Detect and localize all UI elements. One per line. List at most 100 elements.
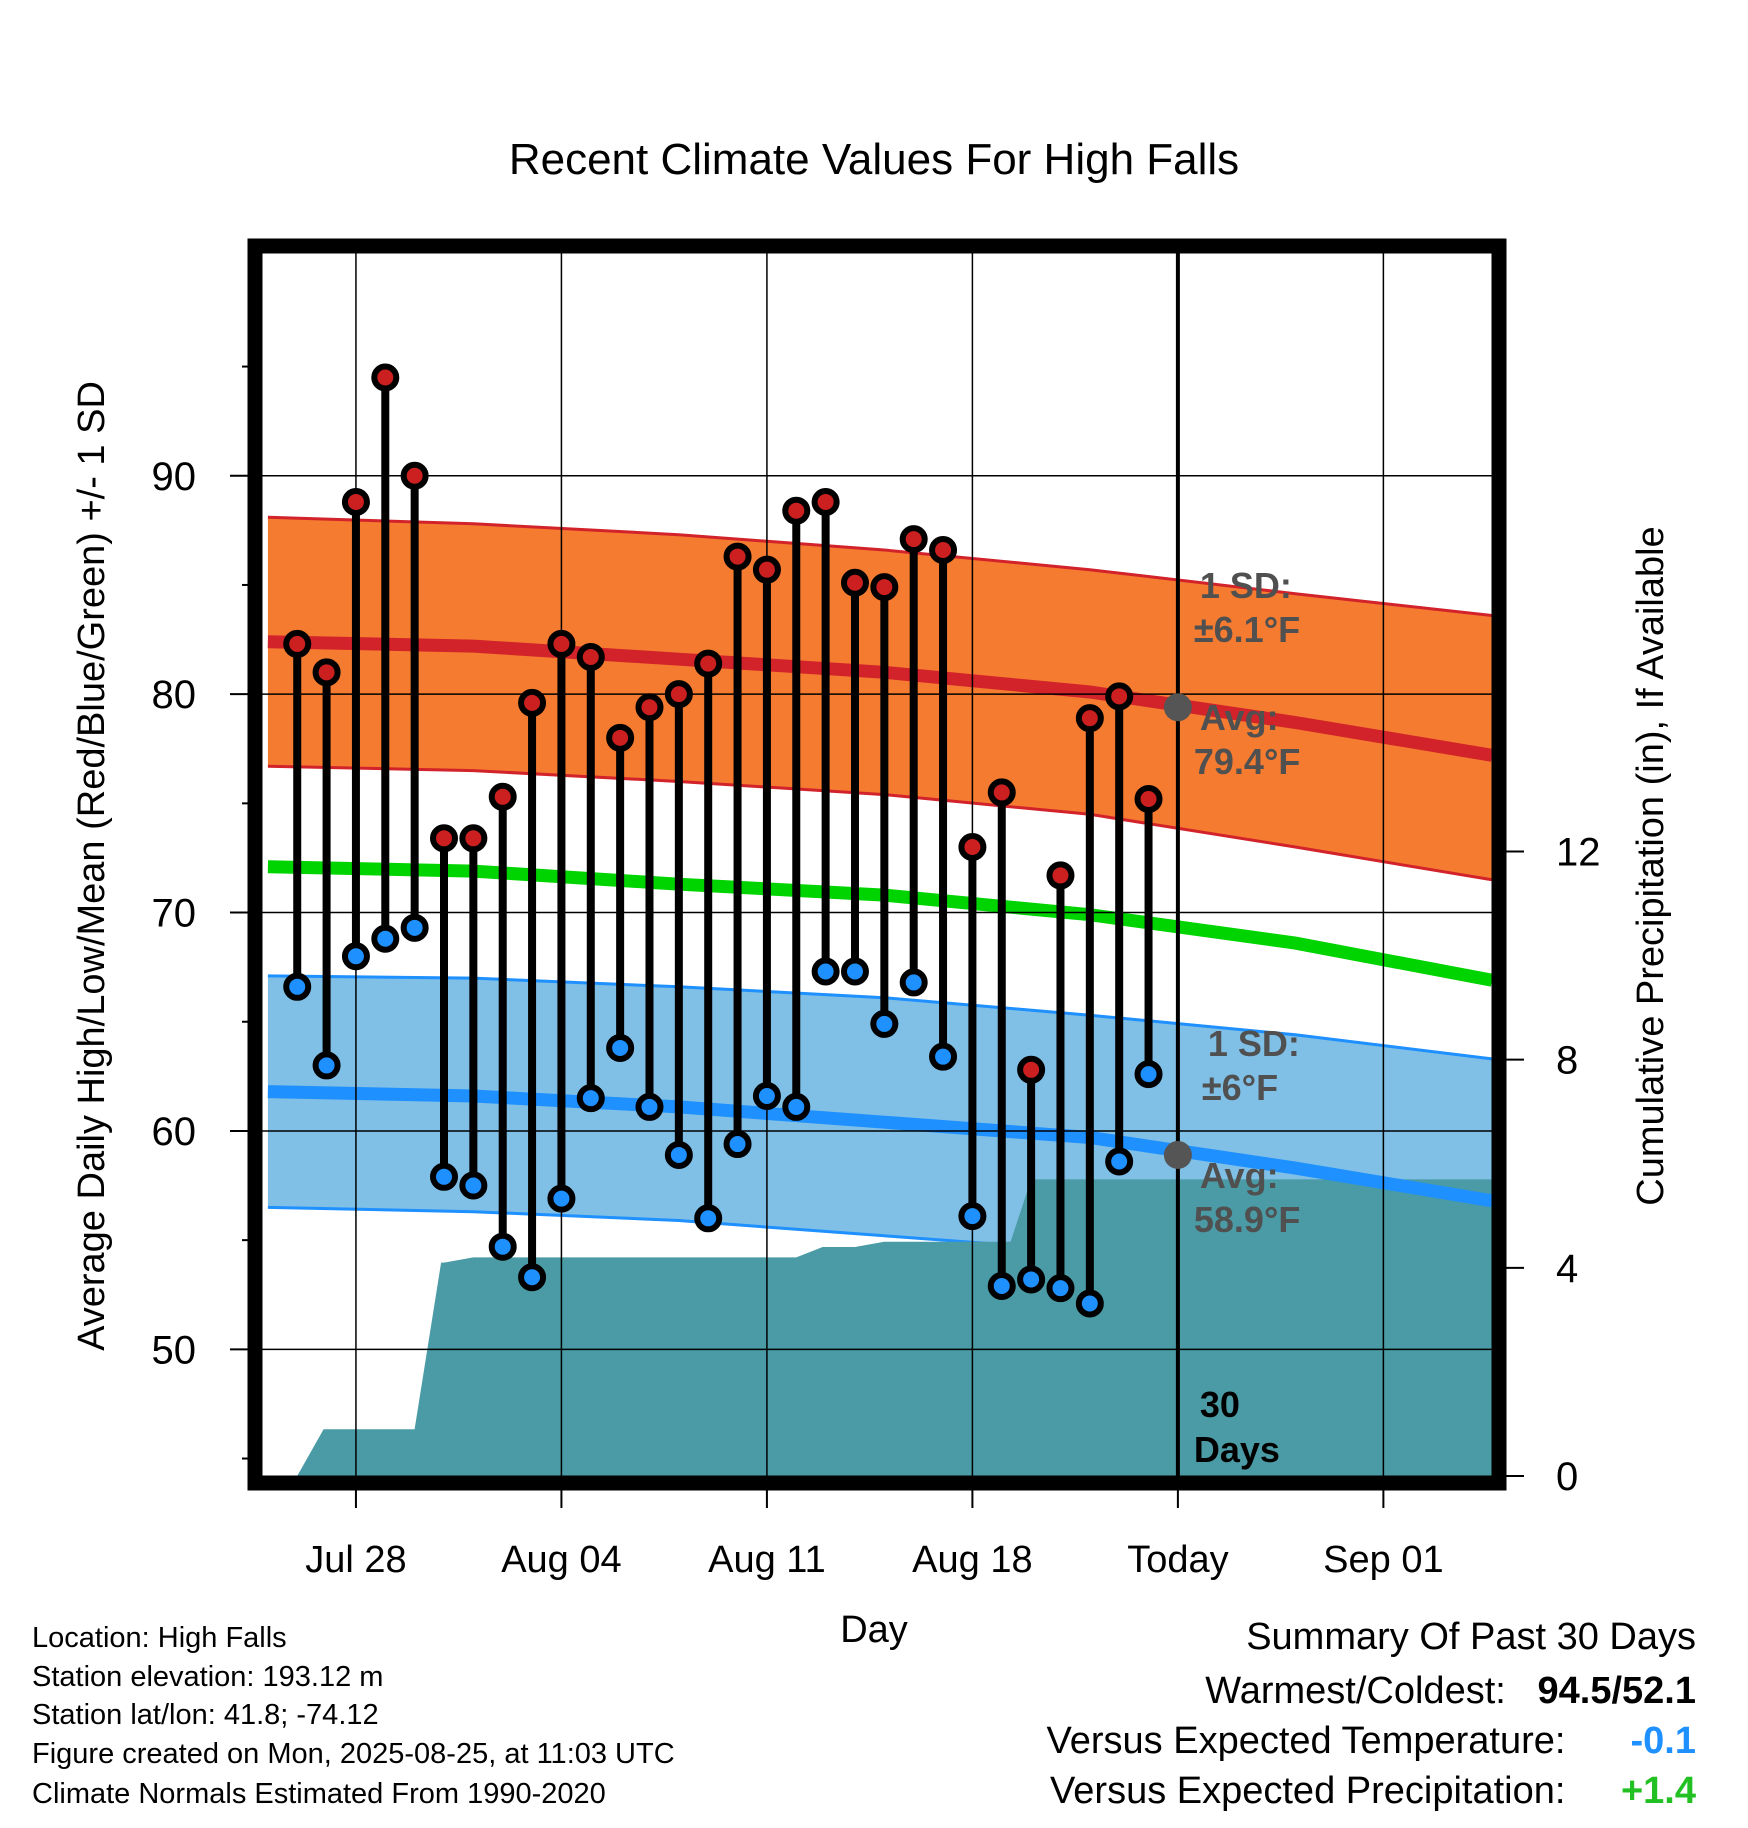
daily-high-point <box>958 833 987 862</box>
high-avg-value: 79.4°F <box>1194 741 1300 782</box>
daily-high-point <box>811 487 840 516</box>
daily-high-point <box>635 693 664 722</box>
daily-low-point <box>840 957 869 986</box>
summary-warm-cold: Warmest/Coldest: 94.5/52.1 <box>1205 1670 1696 1713</box>
x-tick-label: Jul 28 <box>305 1539 406 1581</box>
temp-vs-expected-value: -0.1 <box>1630 1720 1696 1762</box>
daily-low-point <box>1017 1265 1046 1294</box>
daily-low-point <box>752 1081 781 1110</box>
low-avg-label: Avg: <box>1200 1155 1279 1196</box>
daily-low-point <box>958 1202 987 1231</box>
daily-low-point <box>488 1232 517 1261</box>
daily-high-point <box>1075 704 1104 733</box>
y-tick-label: 90 <box>152 455 197 499</box>
daily-high-point <box>518 688 547 717</box>
daily-high-point <box>371 363 400 392</box>
y-tick-label: 50 <box>152 1328 197 1372</box>
daily-high-point <box>782 496 811 525</box>
chart-title: Recent Climate Values For High Falls <box>509 135 1239 184</box>
daily-high-point <box>723 542 752 571</box>
summary-temperature: Versus Expected Temperature: -0.1 <box>1047 1720 1696 1763</box>
daily-low-point <box>929 1042 958 1071</box>
daily-low-point <box>694 1204 723 1233</box>
daily-low-point <box>1046 1274 1075 1303</box>
daily-high-point <box>840 568 869 597</box>
summary-title: Summary Of Past 30 Days <box>1246 1616 1696 1658</box>
daily-high-point <box>1105 682 1134 711</box>
warm-cold-value: 94.5/52.1 <box>1537 1670 1696 1712</box>
y2-tick-label: 12 <box>1556 830 1601 874</box>
x-tick-label: Aug 04 <box>501 1539 621 1581</box>
x-tick-label: Sep 01 <box>1323 1539 1443 1581</box>
daily-low-point <box>664 1140 693 1169</box>
daily-high-point <box>459 824 488 853</box>
low-sd-label: 1 SD: <box>1208 1023 1300 1064</box>
daily-low-point <box>518 1263 547 1292</box>
location-info: Location: High Falls <box>32 1622 287 1654</box>
x-axis-label: Day <box>840 1609 908 1651</box>
daily-low-point <box>547 1184 576 1213</box>
daily-low-point <box>899 968 928 997</box>
daily-low-point <box>987 1271 1016 1300</box>
today-high-avg-marker <box>1163 693 1192 722</box>
y-tick-label: 60 <box>152 1110 197 1154</box>
high-sd-value: ±6.1°F <box>1194 609 1300 650</box>
daily-low-point <box>635 1092 664 1121</box>
today-days-number: 30 <box>1200 1384 1240 1425</box>
daily-low-point <box>782 1092 811 1121</box>
daily-low-point <box>283 972 312 1001</box>
y2-tick-label: 8 <box>1556 1039 1578 1083</box>
mean-avg-line <box>267 860 1492 987</box>
precip-vs-expected-value: +1.4 <box>1620 1770 1696 1812</box>
high-avg-label: Avg: <box>1200 697 1279 738</box>
elevation-info: Station elevation: 193.12 m <box>32 1661 384 1693</box>
daily-high-point <box>547 629 576 658</box>
daily-high-point <box>606 723 635 752</box>
high-upper-line <box>267 515 1492 617</box>
daily-low-point <box>870 1009 899 1038</box>
precipitation-area <box>297 1179 1492 1476</box>
y-axis-label: Average Daily High/Low/Mean (Red/Blue/Gr… <box>71 381 113 1351</box>
low-sd-value: ±6°F <box>1202 1067 1278 1108</box>
daily-high-point <box>987 778 1016 807</box>
daily-low-point <box>811 957 840 986</box>
daily-low-point <box>1105 1147 1134 1176</box>
today-days-word: Days <box>1194 1429 1280 1470</box>
daily-low-point <box>1134 1060 1163 1089</box>
y2-tick-label: 0 <box>1556 1455 1578 1499</box>
y-tick-label: 70 <box>152 892 197 936</box>
daily-high-point <box>1017 1055 1046 1084</box>
latlon-info: Station lat/lon: 41.8; -74.12 <box>32 1699 379 1731</box>
x-tick-label: Aug 11 <box>708 1539 826 1581</box>
plot-frame <box>247 238 1507 1491</box>
daily-high-point <box>488 782 517 811</box>
low-avg-value: 58.9°F <box>1194 1199 1300 1240</box>
y2-axis-label: Cumulative Precipitation (in), If Availa… <box>1630 526 1672 1205</box>
daily-high-point <box>400 461 429 490</box>
daily-high-point <box>664 680 693 709</box>
daily-high-point <box>430 824 459 853</box>
y2-tick-label: 4 <box>1556 1247 1578 1291</box>
daily-high-point <box>576 643 605 672</box>
temp-vs-expected-label: Versus Expected Temperature: <box>1046 1720 1566 1762</box>
daily-low-point <box>1075 1289 1104 1318</box>
daily-low-point <box>606 1033 635 1062</box>
created-info: Figure created on Mon, 2025-08-25, at 11… <box>32 1738 675 1770</box>
daily-low-point <box>341 942 370 971</box>
daily-high-point <box>283 629 312 658</box>
daily-low-point <box>371 924 400 953</box>
today-low-avg-marker <box>1163 1140 1192 1169</box>
daily-low-point <box>312 1051 341 1080</box>
daily-high-point <box>929 536 958 565</box>
daily-low-point <box>430 1162 459 1191</box>
normals-info: Climate Normals Estimated From 1990-2020 <box>32 1778 606 1810</box>
daily-high-point <box>899 525 928 554</box>
daily-low-point <box>400 913 429 942</box>
daily-high-point <box>1134 784 1163 813</box>
daily-high-point <box>312 658 341 687</box>
daily-high-point <box>1046 861 1075 890</box>
daily-high-point <box>752 555 781 584</box>
daily-high-point <box>341 487 370 516</box>
daily-high-point <box>870 573 899 602</box>
